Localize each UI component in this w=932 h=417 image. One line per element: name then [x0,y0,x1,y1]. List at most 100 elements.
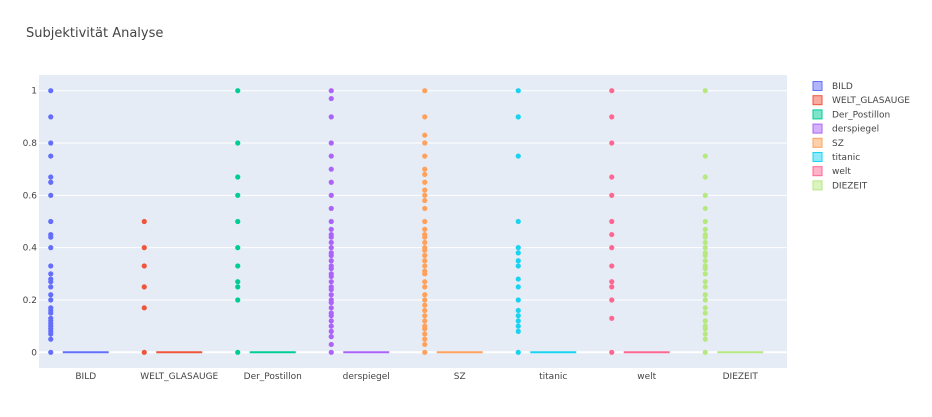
data-point [141,245,147,251]
data-point [48,263,54,269]
data-point [702,271,708,277]
data-point [141,305,147,311]
y-tick-label: 0 [31,348,37,358]
data-point [328,349,334,355]
data-point [609,218,615,225]
legend-label: titanic [832,153,860,163]
data-point [609,231,615,238]
data-point [515,258,521,264]
legend-swatch [812,123,823,134]
data-point [328,310,334,316]
data-point [422,88,428,94]
data-point [422,336,428,342]
data-point [328,218,334,225]
data-point [515,323,521,329]
data-point [328,250,334,256]
legend-swatch [812,137,823,148]
data-point [422,231,428,238]
data-point [609,297,615,303]
data-point [702,263,708,269]
data-point [609,140,615,146]
data-point [235,245,241,251]
data-point [422,268,428,274]
data-point [48,153,54,159]
legend-item[interactable]: DIEZEIT [812,180,868,192]
data-point [515,218,521,225]
data-point [328,205,334,212]
data-point [48,245,54,251]
data-point [422,341,428,348]
legend-label: derspiegel [832,125,879,135]
data-point [609,263,615,269]
legend-item[interactable]: Der_Postillon [812,109,890,121]
legend-swatch [812,180,823,191]
data-point [609,114,615,120]
data-point [422,252,428,259]
data-point [48,192,54,198]
legend-item[interactable]: SZ [812,137,844,149]
x-tick-label: WELT_GLASAUGE [140,372,218,382]
legend-item[interactable]: titanic [812,152,860,164]
data-point [48,284,54,290]
data-point [702,174,708,180]
data-point [422,349,428,355]
legend-swatch [812,95,823,106]
data-point [422,297,428,303]
data-point [328,271,334,277]
legend-item[interactable]: welt [812,166,851,178]
legend-label: DIEZEIT [832,181,868,191]
data-point [422,226,428,232]
data-point [515,114,521,120]
data-point [328,239,334,246]
data-point [422,263,428,269]
data-point [328,114,334,120]
data-point [328,323,334,329]
data-point [328,140,334,146]
legend-label: SZ [832,139,844,149]
legend-swatch [812,109,823,120]
data-point [609,174,615,180]
data-point [328,328,334,334]
data-point [422,307,428,314]
data-point [48,271,54,277]
legend-swatch [812,81,823,91]
data-point [235,174,241,180]
legend[interactable]: BILD WELT_GLASAUGE Der_Postillon derspiegel… [812,81,910,192]
data-point [48,231,54,238]
legend-swatch [812,152,823,162]
data-point [609,88,615,94]
data-point [422,239,428,246]
x-tick-label: BILD [75,372,96,382]
y-tick-label: 0.8 [23,139,38,149]
data-point [328,95,334,102]
data-point [328,179,334,185]
legend-swatch [812,166,823,177]
data-point [515,153,521,159]
legend-item[interactable]: BILD [812,81,853,93]
data-point [48,276,54,282]
data-point [235,297,241,303]
data-point [422,318,428,324]
data-point [515,349,521,355]
data-point [235,279,241,285]
data-point [422,313,428,319]
data-point [328,279,334,285]
data-point [328,192,334,198]
data-point [702,258,708,264]
legend-item[interactable]: WELT_GLASAUGE [812,95,910,107]
data-point [422,258,428,264]
data-point [328,284,334,290]
data-point [141,218,147,225]
data-point [515,88,521,94]
data-point [328,231,334,238]
data-point [422,292,428,298]
data-point [422,140,428,146]
data-point [235,192,241,198]
data-point [48,174,54,180]
data-point [609,284,615,290]
data-point [609,315,615,321]
data-point [702,336,708,342]
data-point [702,153,708,159]
legend-item[interactable]: derspiegel [812,123,879,135]
